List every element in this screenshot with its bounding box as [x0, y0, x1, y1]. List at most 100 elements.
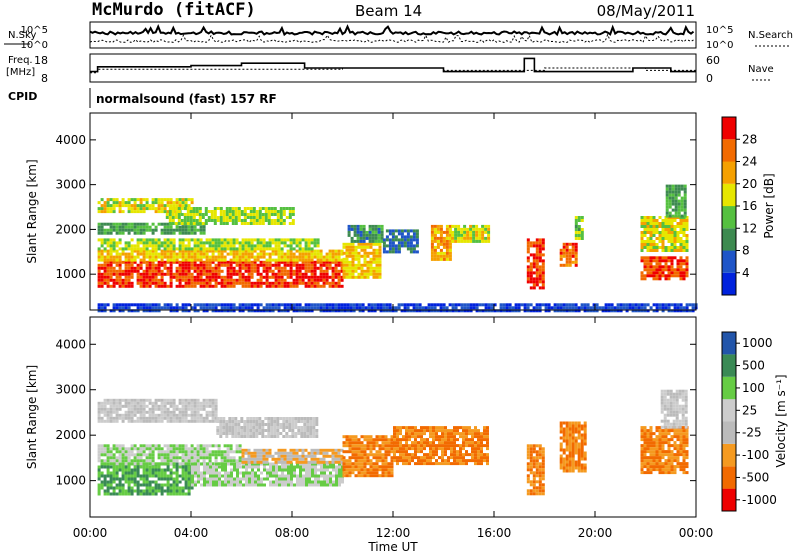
power-cell: [677, 234, 680, 237]
velocity-cell: [185, 444, 188, 447]
power-cell: [407, 244, 410, 247]
power-cell: [575, 306, 578, 309]
power-cell: [212, 256, 215, 259]
velocity-cell: [128, 490, 131, 493]
velocity-cell: [296, 484, 299, 487]
power-cell: [146, 244, 149, 247]
velocity-cell: [263, 455, 266, 458]
velocity-cell: [320, 461, 323, 464]
velocity-cell: [194, 475, 197, 478]
velocity-cell: [282, 417, 285, 420]
velocity-cell: [267, 420, 270, 423]
power-cell: [527, 259, 530, 262]
power-cell: [116, 226, 119, 229]
power-cell: [381, 228, 384, 231]
velocity-cell: [233, 484, 236, 487]
power-cell: [215, 279, 218, 282]
power-cell: [332, 270, 335, 273]
power-cell: [314, 264, 317, 267]
velocity-cell: [233, 466, 236, 469]
power-cell: [569, 303, 572, 306]
power-cell: [446, 231, 449, 234]
power-cell: [209, 259, 212, 262]
power-cell: [326, 264, 329, 267]
power-cell: [366, 237, 369, 240]
power-cell: [209, 270, 212, 273]
power-cell: [311, 279, 314, 282]
power-cell: [173, 276, 176, 279]
power-cell: [176, 259, 179, 262]
velocity-cell: [179, 475, 182, 478]
power-cell: [281, 279, 284, 282]
velocity-cell: [349, 474, 352, 477]
power-cell: [263, 241, 266, 244]
velocity-cell: [200, 472, 203, 475]
power-cell: [350, 303, 353, 306]
power-cell: [107, 276, 110, 279]
velocity-cell: [242, 466, 245, 469]
power-cell: [211, 216, 214, 219]
power-cell: [161, 273, 164, 276]
power-cell: [650, 271, 653, 274]
power-cell: [431, 258, 434, 261]
velocity-cell: [308, 455, 311, 458]
power-cell: [530, 268, 533, 271]
power-cell: [140, 253, 143, 256]
power-cell: [364, 270, 367, 273]
power-cell: [440, 249, 443, 252]
power-cell: [116, 256, 119, 259]
power-cell: [653, 274, 656, 277]
power-cell: [671, 240, 674, 243]
power-cell: [146, 276, 149, 279]
power-cell: [263, 244, 266, 247]
velocity-cell: [329, 472, 332, 475]
velocity-cell: [290, 452, 293, 455]
power-cell: [684, 188, 687, 191]
power-cell: [317, 303, 320, 306]
velocity-cell: [236, 463, 239, 466]
velocity-cell: [146, 484, 149, 487]
power-cell: [416, 232, 419, 235]
velocity-cell: [361, 450, 364, 453]
power-cell: [392, 244, 395, 247]
power-cell: [272, 285, 275, 288]
power-cell: [257, 270, 260, 273]
power-cell: [146, 264, 149, 267]
velocity-cell: [335, 466, 338, 469]
power-cell: [572, 306, 575, 309]
power-cell: [158, 273, 161, 276]
velocity-cell: [209, 402, 212, 405]
velocity-cell: [376, 462, 379, 465]
velocity-cell: [227, 456, 230, 459]
power-cell: [361, 249, 364, 252]
power-cell: [653, 249, 656, 252]
power-cell: [176, 198, 179, 201]
power-cell: [179, 244, 182, 247]
power-cell: [662, 243, 665, 246]
power-cell: [329, 267, 332, 270]
velocity-cell: [300, 420, 303, 423]
power-cell: [629, 306, 632, 309]
velocity-cell: [191, 411, 194, 414]
power-cell: [481, 225, 484, 228]
power-cell: [357, 237, 360, 240]
velocity-cell: [343, 474, 346, 477]
velocity-cell: [231, 423, 234, 426]
velocity-cell: [107, 490, 110, 493]
velocity-cell: [155, 402, 158, 405]
velocity-cell: [216, 432, 219, 435]
power-cell: [248, 267, 251, 270]
velocity-cell: [249, 417, 252, 420]
power-cell: [116, 264, 119, 267]
velocity-cell: [179, 462, 182, 465]
power-cell: [398, 238, 401, 241]
power-cell: [107, 204, 110, 207]
power-cell: [181, 213, 184, 216]
velocity-cell: [291, 417, 294, 420]
velocity-cell: [113, 444, 116, 447]
velocity-cell: [234, 426, 237, 429]
power-cell: [335, 267, 338, 270]
power-cell: [644, 219, 647, 222]
velocity-cell: [107, 484, 110, 487]
